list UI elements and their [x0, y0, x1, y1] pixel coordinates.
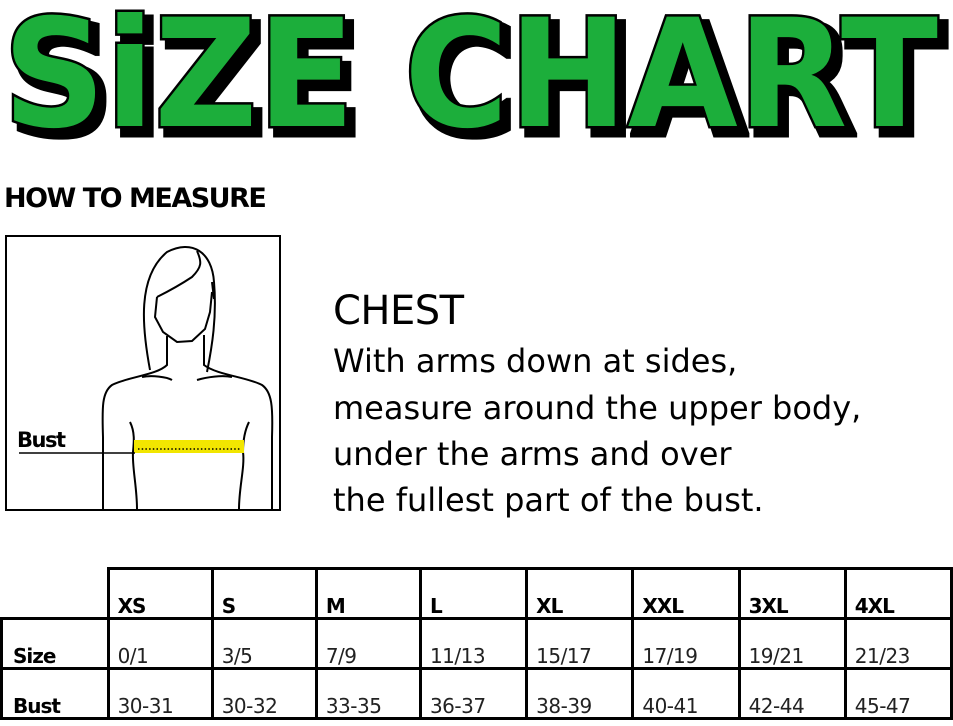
column-header: 3XL — [737, 567, 847, 620]
table-cell: 33-35 — [314, 667, 422, 720]
table-cell: 0/1 — [106, 617, 214, 670]
table-row: Size 0/1 3/5 7/9 11/13 15/17 17/19 19/21… — [0, 617, 953, 670]
table-cell: 42-44 — [737, 667, 847, 720]
empty-corner-cell — [1, 568, 110, 620]
size-table: XS S M L XL XXL 3XL 4XL Size 0/1 3/5 7/9… — [0, 567, 953, 720]
table-header-row: XS S M L XL XXL 3XL 4XL — [1, 567, 953, 620]
column-header: XS — [106, 567, 214, 620]
woman-silhouette-illustration — [19, 246, 274, 510]
measuring-figure: Bust — [5, 235, 281, 511]
measuring-tape — [134, 440, 244, 453]
table-cell: 15/17 — [525, 617, 635, 670]
table-cell: 38-39 — [525, 667, 635, 720]
table-cell: 40-41 — [631, 667, 741, 720]
column-header: XXL — [631, 567, 741, 620]
instruction-line: measure around the upper body, — [333, 389, 862, 427]
size-chart-title: SiZE CHART — [1, 0, 941, 145]
table-row: Bust 30-31 30-32 33-35 36-37 38-39 40-41… — [0, 667, 953, 720]
column-header: M — [314, 567, 422, 620]
row-header: Bust — [0, 667, 110, 720]
table-cell: 30-32 — [210, 667, 318, 720]
title-text: SiZE CHART — [3, 0, 938, 145]
column-header: XL — [525, 567, 635, 620]
table-cell: 19/21 — [737, 617, 847, 670]
table-cell: 7/9 — [314, 617, 422, 670]
instruction-line: under the arms and over — [333, 435, 732, 473]
instruction-line: the fullest part of the bust. — [333, 481, 764, 519]
table-cell: 11/13 — [418, 617, 529, 670]
row-header: Size — [0, 617, 110, 670]
chest-heading: CHEST — [333, 288, 464, 334]
table-cell: 3/5 — [210, 617, 318, 670]
bust-label: Bust — [17, 428, 66, 452]
instruction-line: With arms down at sides, — [333, 342, 738, 380]
how-to-measure-heading: HOW TO MEASURE — [4, 183, 267, 214]
column-header: 4XL — [843, 567, 953, 620]
column-header: L — [418, 567, 529, 620]
table-cell: 36-37 — [418, 667, 529, 720]
column-header: S — [210, 567, 318, 620]
table-cell: 21/23 — [843, 617, 953, 670]
table-cell: 17/19 — [631, 617, 741, 670]
table-cell: 45-47 — [843, 667, 953, 720]
table-cell: 30-31 — [106, 667, 214, 720]
